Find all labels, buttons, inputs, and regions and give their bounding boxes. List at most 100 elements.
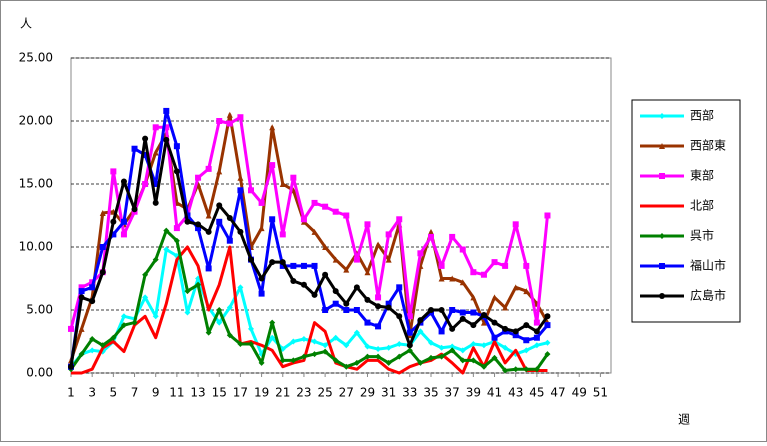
- x-tick-label: 27: [339, 386, 354, 400]
- marker: [248, 256, 254, 263]
- marker: [523, 337, 530, 344]
- marker: [89, 335, 96, 342]
- marker: [385, 344, 392, 351]
- marker: [480, 363, 487, 370]
- marker: [523, 262, 530, 269]
- marker: [173, 225, 180, 232]
- y-tick-label: 25.00: [19, 51, 53, 65]
- marker: [533, 342, 540, 349]
- marker: [332, 300, 339, 307]
- marker: [533, 319, 540, 326]
- x-tick-label: 7: [131, 386, 139, 400]
- marker: [89, 298, 96, 305]
- marker: [659, 293, 665, 299]
- marker: [459, 279, 466, 286]
- marker: [248, 187, 254, 194]
- marker: [237, 228, 244, 235]
- marker: [491, 334, 498, 341]
- marker: [120, 322, 127, 329]
- marker: [364, 353, 371, 360]
- marker: [470, 322, 477, 329]
- marker: [332, 256, 339, 263]
- marker: [258, 275, 265, 282]
- marker: [396, 216, 403, 223]
- marker: [512, 284, 519, 291]
- marker: [659, 113, 665, 119]
- marker: [449, 307, 456, 313]
- marker: [311, 262, 318, 269]
- marker: [449, 347, 456, 354]
- x-axis-label: 週: [678, 413, 690, 427]
- marker: [385, 300, 392, 307]
- marker: [470, 357, 477, 364]
- marker: [68, 363, 74, 370]
- marker: [364, 319, 371, 326]
- y-tick-label: 20.00: [19, 114, 53, 128]
- marker: [480, 312, 487, 319]
- marker: [428, 339, 434, 346]
- marker: [544, 212, 551, 219]
- marker: [322, 203, 329, 210]
- marker: [417, 317, 424, 324]
- marker: [226, 237, 233, 244]
- marker: [131, 319, 138, 326]
- x-tick-label: 47: [550, 386, 565, 400]
- marker: [470, 341, 477, 348]
- marker: [449, 343, 456, 350]
- marker: [290, 262, 297, 269]
- marker: [269, 334, 276, 341]
- x-tick-label: 37: [445, 386, 460, 400]
- marker: [343, 342, 350, 349]
- marker: [449, 325, 456, 332]
- marker: [173, 237, 180, 244]
- x-tick-label: 5: [110, 386, 118, 400]
- legend-label: 東部: [690, 168, 714, 183]
- marker: [195, 281, 202, 288]
- marker: [396, 353, 403, 360]
- x-tick-label: 29: [360, 386, 375, 400]
- marker: [353, 359, 360, 366]
- marker: [248, 341, 254, 348]
- marker: [290, 278, 297, 285]
- marker: [459, 357, 466, 364]
- marker: [523, 288, 530, 295]
- marker: [502, 262, 509, 269]
- marker: [385, 304, 392, 311]
- marker: [417, 328, 424, 335]
- marker: [438, 328, 445, 335]
- marker: [470, 294, 477, 301]
- marker: [120, 178, 127, 185]
- marker: [152, 199, 159, 206]
- marker: [78, 284, 85, 291]
- legend-label: 広島市: [690, 288, 726, 303]
- marker: [258, 225, 265, 232]
- marker: [216, 118, 223, 124]
- marker: [449, 275, 456, 282]
- marker: [205, 228, 212, 235]
- marker: [142, 294, 149, 301]
- x-tick-label: 1: [67, 386, 75, 400]
- marker: [459, 315, 466, 322]
- marker: [438, 262, 445, 269]
- marker: [173, 168, 180, 175]
- legend: [631, 99, 741, 323]
- marker: [120, 231, 127, 238]
- marker: [269, 259, 276, 266]
- marker: [491, 354, 498, 361]
- marker: [226, 304, 233, 311]
- marker: [364, 269, 371, 276]
- marker: [364, 221, 371, 228]
- series-line: [69, 229, 549, 372]
- marker: [353, 256, 360, 263]
- x-tick-label: 33: [402, 386, 417, 400]
- y-tick-label: 10.00: [19, 240, 53, 254]
- marker: [99, 244, 106, 250]
- marker: [659, 263, 665, 269]
- marker: [131, 145, 138, 152]
- marker: [343, 266, 350, 273]
- marker: [449, 233, 456, 240]
- marker: [279, 259, 286, 266]
- x-tick-label: 41: [487, 386, 502, 400]
- marker: [131, 206, 138, 213]
